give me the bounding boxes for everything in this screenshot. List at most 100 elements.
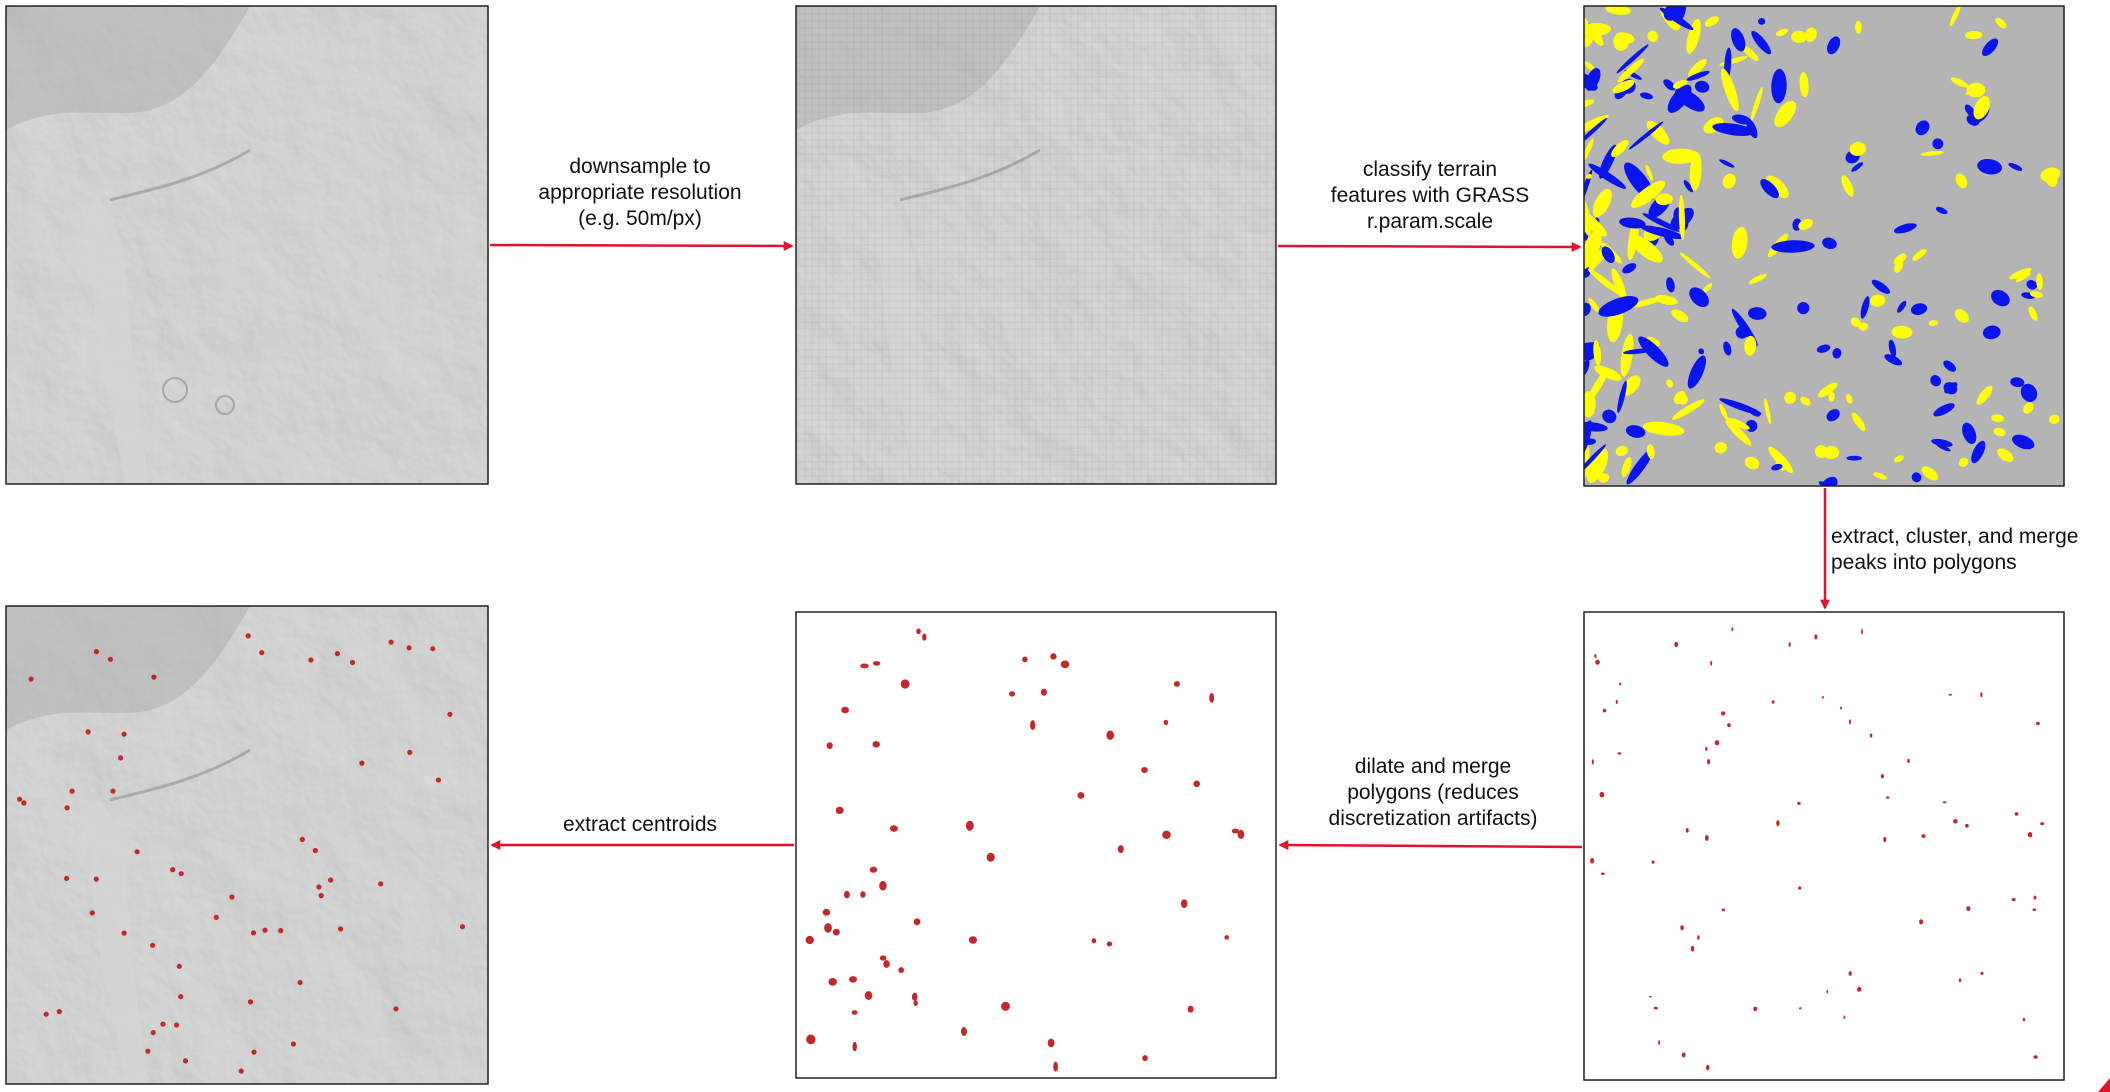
ridge-region xyxy=(1631,180,1666,208)
ridge-region xyxy=(1620,333,1634,377)
peak-polygon xyxy=(1907,758,1910,764)
centroid-point xyxy=(28,676,34,682)
channel-region xyxy=(1638,336,1669,367)
peak-polygon xyxy=(1731,627,1734,632)
ridge-region xyxy=(1584,99,1595,109)
dilated-polygon xyxy=(1091,938,1097,944)
channel-region xyxy=(1712,123,1755,136)
ridge-region xyxy=(1976,385,1993,405)
channel-region xyxy=(1719,159,1735,168)
dilated-polygon xyxy=(1050,653,1057,660)
ridge-region xyxy=(2023,402,2034,414)
peak-polygon xyxy=(1753,1006,1758,1012)
step-classify-line-1: classify terrain xyxy=(1362,158,1498,181)
channel-region xyxy=(1746,118,1758,139)
ridge-region xyxy=(1828,392,1835,402)
channel-region xyxy=(1698,348,1705,355)
channel-region xyxy=(1931,438,1953,447)
centroid-point xyxy=(388,639,394,645)
peak-polygon xyxy=(1843,1015,1846,1020)
peak-polygon xyxy=(1980,971,1984,975)
peak-polygon xyxy=(1921,834,1926,838)
arrow-downsample xyxy=(489,240,794,251)
centroid-point xyxy=(406,645,412,651)
centroid-point xyxy=(121,930,127,936)
peak-polygon xyxy=(1704,835,1709,841)
centroid-point xyxy=(134,849,140,855)
ridge-region xyxy=(1993,427,2006,437)
peak-polygon xyxy=(1617,752,1622,755)
centroid-point xyxy=(150,1030,156,1036)
ridge-region xyxy=(1586,448,1609,483)
ridge-region xyxy=(1621,375,1641,396)
ridge-region xyxy=(1588,297,1600,313)
channel-region xyxy=(2008,162,2023,171)
centroid-point xyxy=(178,871,184,877)
dilated-polygon xyxy=(835,806,844,815)
panel-original-hillshade xyxy=(6,6,488,484)
channel-region xyxy=(1640,92,1653,100)
ridge-region xyxy=(1721,68,1739,112)
dilated-polygon xyxy=(1173,681,1180,687)
panel-terrain-classification-frame xyxy=(1583,5,2065,487)
channel-region xyxy=(1748,408,1761,417)
channel-region xyxy=(1731,28,1746,52)
peak-polygon xyxy=(2033,895,2037,900)
classification-blobs xyxy=(1584,6,2061,486)
ridge-region xyxy=(1646,444,1655,460)
channel-region xyxy=(1982,38,1999,57)
dilated-polygon xyxy=(1060,660,1070,669)
ridge-region xyxy=(1997,448,2014,462)
channel-region xyxy=(1932,138,1944,150)
ridge-region xyxy=(1593,340,1602,366)
peak-polygon xyxy=(2032,908,2037,911)
channel-region xyxy=(1771,463,1783,471)
ridge-region xyxy=(1995,17,2007,29)
panel-terrain-classification xyxy=(1584,6,2064,486)
peak-polygon xyxy=(1848,971,1852,976)
ridge-region xyxy=(1702,283,1713,294)
channel-region xyxy=(1911,472,1922,483)
peak-polygon xyxy=(1594,654,1597,658)
peak-polygon xyxy=(1591,759,1594,765)
ridge-region xyxy=(1744,456,1760,470)
dilated-polygon xyxy=(1077,792,1085,799)
ridge-region xyxy=(2029,291,2043,298)
panel-original-hillshade-frame xyxy=(5,5,489,485)
ridge-region xyxy=(1672,80,1688,89)
ridge-region xyxy=(1850,317,1861,328)
dilated-polygon xyxy=(828,978,837,986)
centroid-point xyxy=(170,867,176,873)
peak-polygon xyxy=(2040,822,2045,826)
centroid-points xyxy=(17,633,466,1074)
ridge-region xyxy=(1611,268,1627,302)
ridge-region xyxy=(1629,296,1664,308)
channel-region xyxy=(1933,403,1955,417)
ridge-region xyxy=(2015,272,2031,282)
centroid-point xyxy=(247,999,254,1005)
centroid-point xyxy=(56,1009,62,1015)
dilated-polygon xyxy=(1162,830,1171,839)
peak-polygon xyxy=(1798,886,1802,890)
peak-polygon xyxy=(1861,628,1863,635)
peak-polygon xyxy=(1776,820,1780,827)
step-label-extract-centroids: extract centroids xyxy=(500,812,780,838)
centroid-point xyxy=(64,805,70,811)
channel-region xyxy=(1758,17,1766,25)
centroid-point xyxy=(64,875,70,882)
peak-polygon xyxy=(1953,819,1958,824)
ridge-region xyxy=(1584,114,1609,135)
centroid-point xyxy=(359,760,365,766)
channel-region xyxy=(1584,302,1591,317)
dilated-polygon xyxy=(860,663,869,669)
ridge-region xyxy=(1647,428,1668,434)
dilated-polygon xyxy=(986,852,995,862)
ridge-region xyxy=(1612,79,1635,94)
peak-polygon xyxy=(1886,796,1890,799)
dilated-polygon xyxy=(1163,719,1169,726)
centroid-point xyxy=(278,928,284,934)
ridge-region xyxy=(1646,120,1670,145)
centroid-point xyxy=(145,1048,151,1054)
peak-polygon xyxy=(1771,700,1775,704)
